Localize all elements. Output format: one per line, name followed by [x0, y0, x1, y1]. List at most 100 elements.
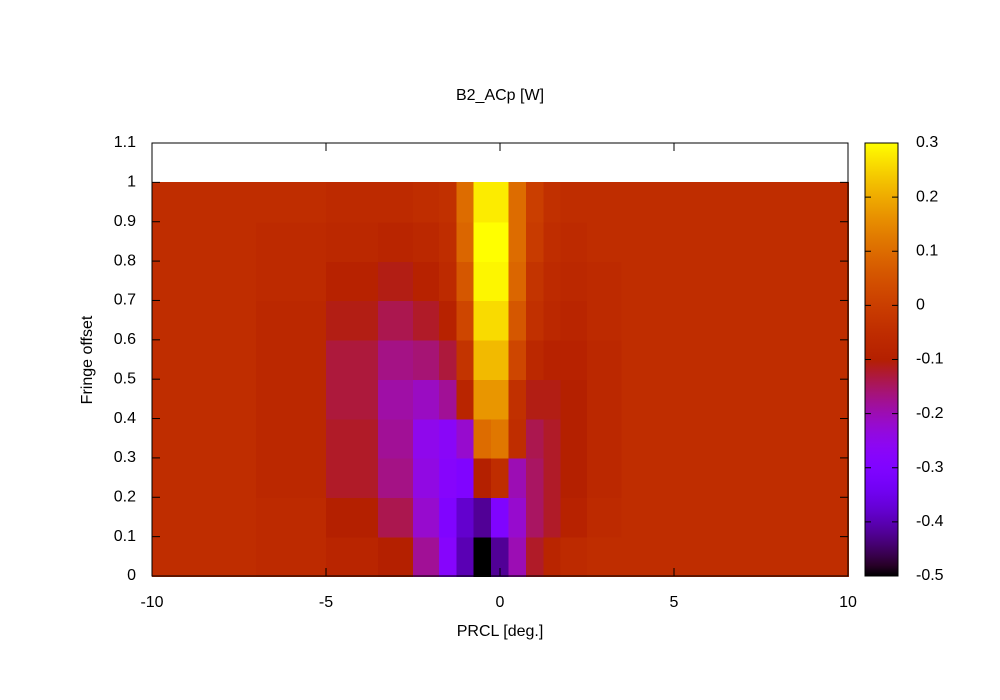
- x-tick-label: 5: [670, 594, 679, 611]
- heatmap-cell: [812, 300, 849, 341]
- y-tick-label: 0.6: [114, 331, 136, 348]
- y-tick-label: 0.7: [114, 292, 136, 309]
- heatmap-cell: [586, 300, 623, 341]
- heatmap-cell: [491, 378, 510, 420]
- colorbar-tick-label: -0.3: [916, 459, 944, 476]
- heatmap-cell: [438, 182, 458, 223]
- heatmap-cell: [586, 378, 623, 420]
- heatmap-cell: [151, 497, 188, 538]
- y-tick-label: 0.1: [114, 528, 136, 545]
- heatmap-cell: [673, 536, 745, 577]
- heatmap-cell: [560, 260, 588, 302]
- y-tick-label: 0.2: [114, 488, 136, 505]
- heatmap-cell: [377, 418, 414, 459]
- heatmap-cell: [256, 457, 327, 499]
- heatmap-cell: [256, 418, 327, 459]
- heatmap-cell: [508, 339, 527, 380]
- heatmap-cell: [621, 418, 675, 459]
- heatmap-cell: [456, 378, 475, 420]
- heatmap-cell: [543, 300, 562, 341]
- heatmap-cell: [560, 418, 588, 459]
- heatmap-cell: [586, 497, 623, 538]
- heatmap-cell: [325, 497, 379, 538]
- heatmap-cell: [256, 536, 327, 577]
- heatmap-cell: [473, 457, 493, 499]
- heatmap-cell: [325, 339, 379, 380]
- heatmap-cell: [586, 260, 623, 302]
- y-tick-label: 1.1: [114, 134, 136, 151]
- heatmap-cell: [151, 339, 188, 380]
- x-tick-label: 0: [496, 594, 505, 611]
- heatmap-cell: [473, 497, 493, 538]
- heatmap-cell: [743, 536, 814, 577]
- heatmap-cell: [621, 497, 675, 538]
- heatmap-cell: [325, 221, 379, 262]
- heatmap-cell: [560, 182, 588, 223]
- heatmap-cell: [256, 339, 327, 380]
- heatmap-cell: [186, 221, 258, 262]
- heatmap-cell: [456, 339, 475, 380]
- heatmap-cell: [508, 536, 527, 577]
- heatmap-cell: [325, 300, 379, 341]
- heatmap-cells: [151, 182, 849, 577]
- heatmap-cell: [377, 182, 414, 223]
- heatmap-cell: [412, 182, 440, 223]
- heatmap-cell: [673, 497, 745, 538]
- heatmap-cell: [412, 339, 440, 380]
- heatmap-cell: [543, 260, 562, 302]
- heatmap-cell: [621, 339, 675, 380]
- heatmap-cell: [151, 378, 188, 420]
- heatmap-cell: [812, 260, 849, 302]
- heatmap-cell: [412, 497, 440, 538]
- heatmap-cell: [525, 457, 545, 499]
- heatmap-cell: [377, 457, 414, 499]
- heatmap-cell: [491, 300, 510, 341]
- heatmap-cell: [438, 339, 458, 380]
- heatmap-cell: [473, 182, 493, 223]
- heatmap-cell: [525, 536, 545, 577]
- heatmap-cell: [743, 457, 814, 499]
- heatmap-cell: [812, 221, 849, 262]
- heatmap-cell: [491, 457, 510, 499]
- heatmap-cell: [491, 339, 510, 380]
- heatmap-cell: [438, 260, 458, 302]
- heatmap-cell: [525, 339, 545, 380]
- heatmap-cell: [456, 497, 475, 538]
- heatmap-cell: [151, 536, 188, 577]
- heatmap-cell: [673, 182, 745, 223]
- heatmap-cell: [325, 418, 379, 459]
- heatmap-cell: [543, 536, 562, 577]
- heatmap-cell: [673, 221, 745, 262]
- heatmap-cell: [473, 536, 493, 577]
- heatmap-cell: [812, 536, 849, 577]
- heatmap-cell: [256, 221, 327, 262]
- heatmap-cell: [377, 221, 414, 262]
- heatmap-cell: [186, 536, 258, 577]
- heatmap-cell: [543, 339, 562, 380]
- heatmap-cell: [621, 536, 675, 577]
- heatmap-cell: [508, 418, 527, 459]
- heatmap-cell: [812, 339, 849, 380]
- heatmap-cell: [412, 260, 440, 302]
- heatmap-cell: [812, 497, 849, 538]
- heatmap-cell: [525, 182, 545, 223]
- heatmap-cell: [473, 221, 493, 262]
- heatmap-cell: [438, 536, 458, 577]
- heatmap-cell: [438, 457, 458, 499]
- heatmap-cell: [151, 300, 188, 341]
- heatmap-cell: [456, 260, 475, 302]
- heatmap-cell: [560, 497, 588, 538]
- heatmap-cell: [621, 221, 675, 262]
- heatmap-cell: [743, 378, 814, 420]
- heatmap-cell: [438, 378, 458, 420]
- heatmap-cell: [673, 378, 745, 420]
- heatmap-cell: [586, 457, 623, 499]
- heatmap-cell: [621, 182, 675, 223]
- heatmap-cell: [325, 457, 379, 499]
- heatmap-cell: [456, 300, 475, 341]
- heatmap-cell: [325, 260, 379, 302]
- heatmap-cell: [473, 260, 493, 302]
- heatmap-cell: [473, 300, 493, 341]
- heatmap-cell: [621, 300, 675, 341]
- heatmap-cell: [812, 378, 849, 420]
